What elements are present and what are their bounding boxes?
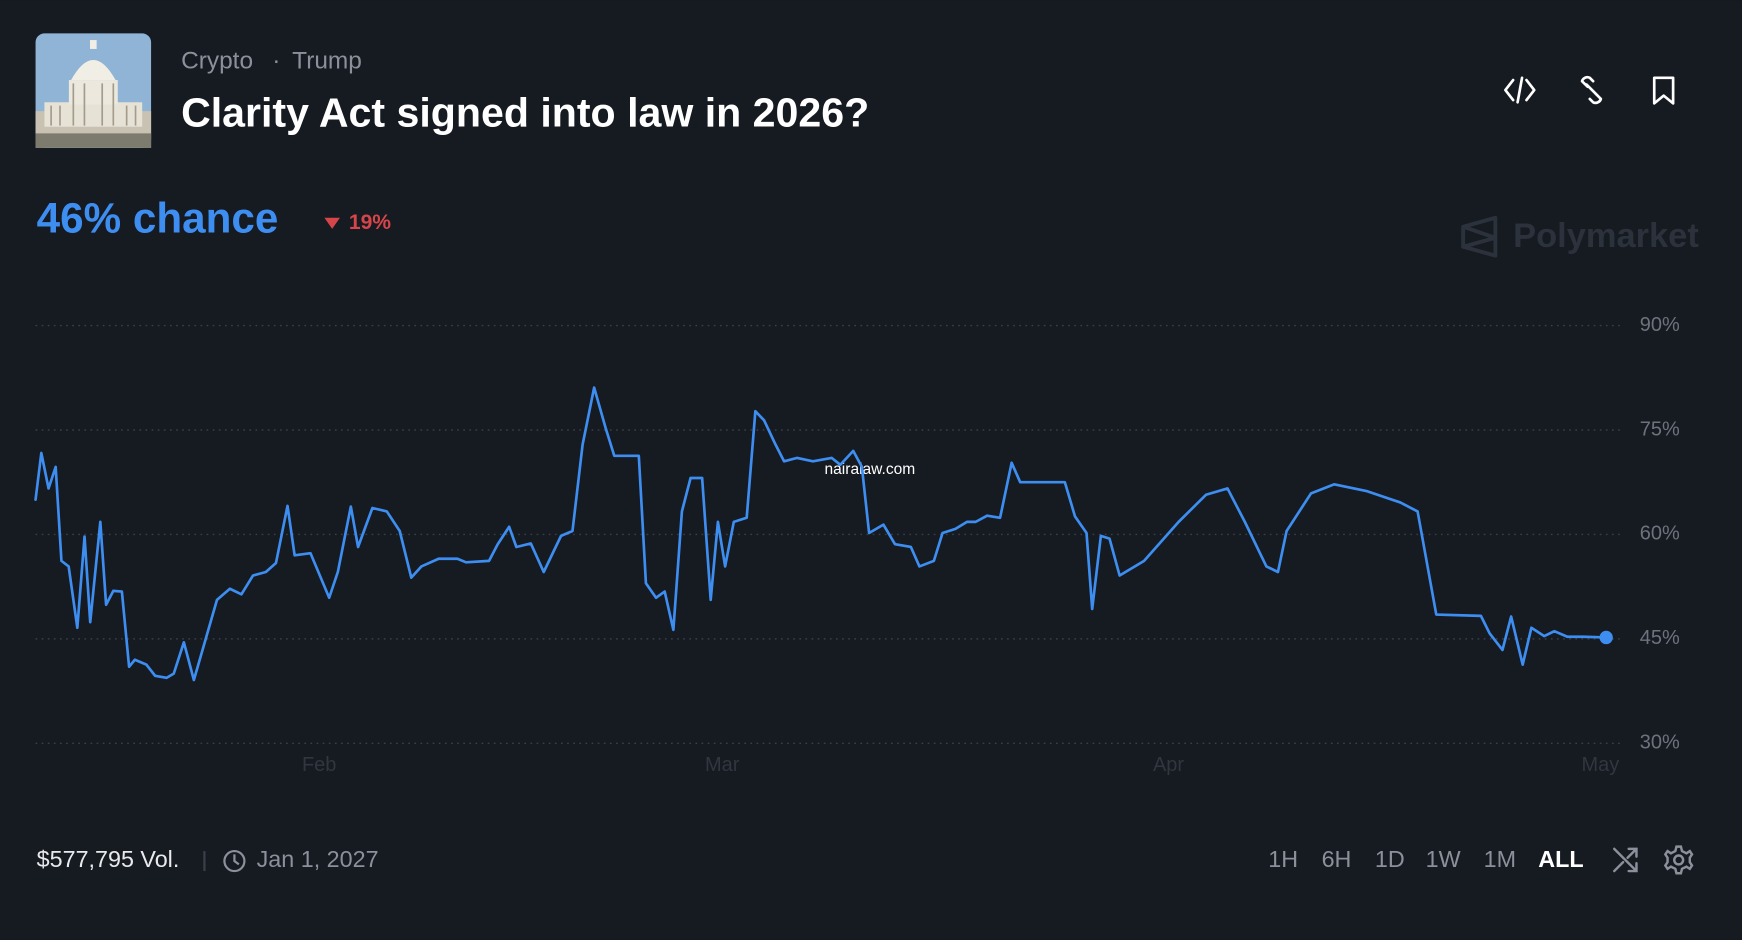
range-button[interactable]: ALL xyxy=(1538,846,1583,872)
change: 19% xyxy=(349,211,391,234)
y-tick-label: 90% xyxy=(1640,314,1680,336)
range-button[interactable]: 1W xyxy=(1426,846,1461,872)
last-point xyxy=(1599,630,1613,645)
chance: 46% chance xyxy=(37,194,279,241)
end-date: Jan 1, 2027 xyxy=(257,846,379,872)
y-tick-label: 75% xyxy=(1640,418,1680,440)
watermark: nairalaw.com xyxy=(825,461,916,478)
down-arrow xyxy=(324,217,340,229)
tag[interactable]: Crypto xyxy=(181,48,253,75)
y-tick-label: 30% xyxy=(1640,732,1680,754)
market-title: Clarity Act signed into law in 2026? xyxy=(181,89,869,135)
y-tick-label: 60% xyxy=(1640,523,1680,545)
price-line xyxy=(34,386,1608,682)
x-tick-label: Apr xyxy=(1153,754,1184,776)
compare-button[interactable] xyxy=(1613,847,1638,873)
range-button[interactable]: 1M xyxy=(1484,846,1516,872)
tag-separator: · xyxy=(272,48,280,75)
clock-icon xyxy=(223,849,246,873)
bookmark-button[interactable] xyxy=(1652,76,1675,105)
copy-link-button[interactable] xyxy=(1580,75,1603,105)
range-selector: 1H 6H 1D 1W 1M ALL xyxy=(1268,846,1583,872)
volume: $577,795 Vol. xyxy=(37,846,180,872)
embed-button[interactable] xyxy=(1504,76,1536,104)
range-button[interactable]: 1D xyxy=(1375,846,1405,872)
settings-button[interactable] xyxy=(1663,845,1694,875)
y-tick-label: 45% xyxy=(1640,627,1680,649)
x-tick-label: May xyxy=(1582,754,1620,776)
tag[interactable]: Trump xyxy=(292,48,362,75)
x-tick-label: Feb xyxy=(302,754,336,776)
brand-name: Polymarket xyxy=(1513,217,1699,255)
range-button[interactable]: 6H xyxy=(1322,846,1352,872)
range-button[interactable]: 1H xyxy=(1268,846,1298,872)
x-tick-label: Mar xyxy=(705,754,740,776)
chart: 30% 45% 60% 75% 90% Feb Mar Apr May nairalaw.com xyxy=(34,314,1680,776)
brand-logo xyxy=(1461,215,1498,258)
market-thumbnail[interactable] xyxy=(35,33,152,148)
